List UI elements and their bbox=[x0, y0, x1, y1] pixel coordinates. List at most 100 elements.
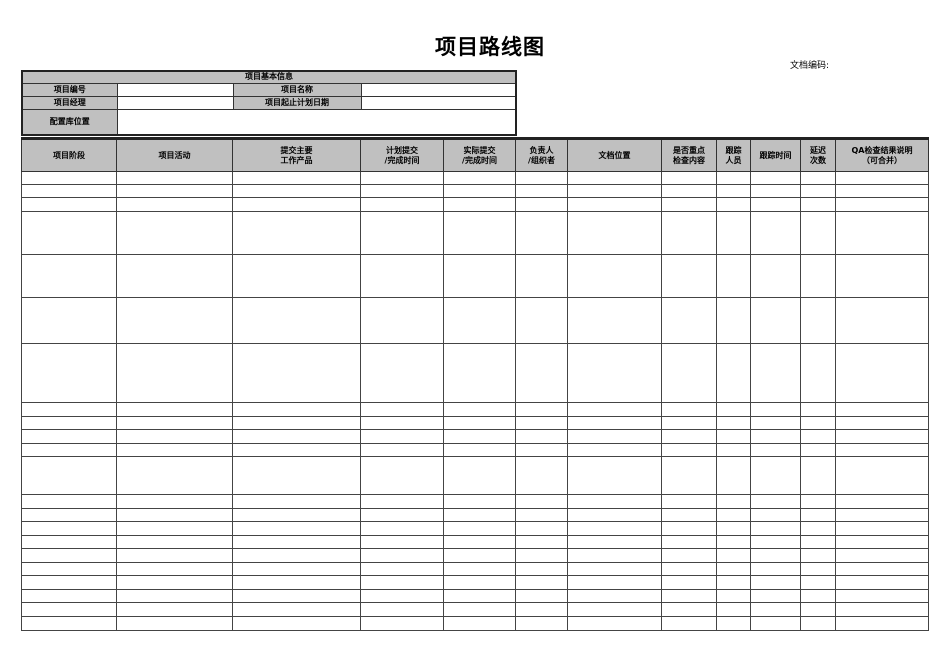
cell-activity[interactable] bbox=[116, 494, 233, 509]
cell-delay-count[interactable] bbox=[800, 254, 836, 298]
cell-tracker[interactable] bbox=[716, 184, 751, 198]
cell-planned-time[interactable] bbox=[360, 171, 444, 185]
cell-track-time[interactable] bbox=[750, 429, 801, 444]
cell-work-product[interactable] bbox=[232, 602, 361, 617]
cell-track-time[interactable] bbox=[750, 575, 801, 590]
cell-qa-result[interactable] bbox=[835, 416, 929, 430]
cell-qa-result[interactable] bbox=[835, 562, 929, 576]
cell-phase[interactable] bbox=[21, 402, 117, 417]
cell-qa-result[interactable] bbox=[835, 616, 929, 631]
cell-work-product[interactable] bbox=[232, 456, 361, 495]
cell-activity[interactable] bbox=[116, 575, 233, 590]
cell-doc-location[interactable] bbox=[567, 343, 662, 403]
cell-track-time[interactable] bbox=[750, 343, 801, 403]
cell-qa-result[interactable] bbox=[835, 297, 929, 344]
cell-doc-location[interactable] bbox=[567, 602, 662, 617]
cell-actual-time[interactable] bbox=[443, 254, 516, 298]
cell-doc-location[interactable] bbox=[567, 197, 662, 212]
cell-delay-count[interactable] bbox=[800, 443, 836, 457]
cell-tracker[interactable] bbox=[716, 343, 751, 403]
cell-key-check[interactable] bbox=[661, 184, 717, 198]
cell-doc-location[interactable] bbox=[567, 589, 662, 603]
cell-work-product[interactable] bbox=[232, 443, 361, 457]
cell-activity[interactable] bbox=[116, 429, 233, 444]
cell-delay-count[interactable] bbox=[800, 416, 836, 430]
cell-phase[interactable] bbox=[21, 602, 117, 617]
cell-phase[interactable] bbox=[21, 197, 117, 212]
cell-phase[interactable] bbox=[21, 456, 117, 495]
cell-delay-count[interactable] bbox=[800, 535, 836, 549]
cell-work-product[interactable] bbox=[232, 343, 361, 403]
cell-phase[interactable] bbox=[21, 171, 117, 185]
project-name-field[interactable] bbox=[360, 82, 517, 97]
cell-phase[interactable] bbox=[21, 429, 117, 444]
cell-owner[interactable] bbox=[515, 562, 568, 576]
cell-activity[interactable] bbox=[116, 402, 233, 417]
cell-tracker[interactable] bbox=[716, 589, 751, 603]
cell-actual-time[interactable] bbox=[443, 521, 516, 536]
cell-planned-time[interactable] bbox=[360, 562, 444, 576]
cell-phase[interactable] bbox=[21, 535, 117, 549]
cell-key-check[interactable] bbox=[661, 616, 717, 631]
cell-actual-time[interactable] bbox=[443, 602, 516, 617]
cell-owner[interactable] bbox=[515, 535, 568, 549]
cell-owner[interactable] bbox=[515, 416, 568, 430]
cell-doc-location[interactable] bbox=[567, 494, 662, 509]
cell-doc-location[interactable] bbox=[567, 254, 662, 298]
cell-tracker[interactable] bbox=[716, 575, 751, 590]
cell-key-check[interactable] bbox=[661, 429, 717, 444]
cell-owner[interactable] bbox=[515, 494, 568, 509]
cell-delay-count[interactable] bbox=[800, 508, 836, 522]
cell-doc-location[interactable] bbox=[567, 535, 662, 549]
cell-phase[interactable] bbox=[21, 443, 117, 457]
cell-track-time[interactable] bbox=[750, 548, 801, 563]
cell-delay-count[interactable] bbox=[800, 402, 836, 417]
cell-track-time[interactable] bbox=[750, 402, 801, 417]
cell-actual-time[interactable] bbox=[443, 184, 516, 198]
cell-activity[interactable] bbox=[116, 171, 233, 185]
cell-track-time[interactable] bbox=[750, 616, 801, 631]
cell-owner[interactable] bbox=[515, 197, 568, 212]
cell-owner[interactable] bbox=[515, 254, 568, 298]
cell-activity[interactable] bbox=[116, 548, 233, 563]
cell-planned-time[interactable] bbox=[360, 443, 444, 457]
cell-work-product[interactable] bbox=[232, 197, 361, 212]
cell-qa-result[interactable] bbox=[835, 589, 929, 603]
cell-activity[interactable] bbox=[116, 456, 233, 495]
cell-track-time[interactable] bbox=[750, 297, 801, 344]
cell-delay-count[interactable] bbox=[800, 211, 836, 255]
cell-activity[interactable] bbox=[116, 184, 233, 198]
cell-doc-location[interactable] bbox=[567, 402, 662, 417]
cell-tracker[interactable] bbox=[716, 402, 751, 417]
cell-track-time[interactable] bbox=[750, 535, 801, 549]
cell-work-product[interactable] bbox=[232, 616, 361, 631]
cell-tracker[interactable] bbox=[716, 602, 751, 617]
cell-actual-time[interactable] bbox=[443, 456, 516, 495]
cell-doc-location[interactable] bbox=[567, 211, 662, 255]
cell-key-check[interactable] bbox=[661, 171, 717, 185]
cell-delay-count[interactable] bbox=[800, 171, 836, 185]
cell-phase[interactable] bbox=[21, 589, 117, 603]
cell-tracker[interactable] bbox=[716, 171, 751, 185]
cell-delay-count[interactable] bbox=[800, 494, 836, 509]
cell-track-time[interactable] bbox=[750, 589, 801, 603]
cell-track-time[interactable] bbox=[750, 211, 801, 255]
cell-phase[interactable] bbox=[21, 184, 117, 198]
cell-planned-time[interactable] bbox=[360, 211, 444, 255]
cell-doc-location[interactable] bbox=[567, 575, 662, 590]
cell-phase[interactable] bbox=[21, 297, 117, 344]
cell-owner[interactable] bbox=[515, 521, 568, 536]
cell-key-check[interactable] bbox=[661, 197, 717, 212]
cell-planned-time[interactable] bbox=[360, 456, 444, 495]
cell-doc-location[interactable] bbox=[567, 429, 662, 444]
cell-owner[interactable] bbox=[515, 616, 568, 631]
cell-key-check[interactable] bbox=[661, 535, 717, 549]
cell-tracker[interactable] bbox=[716, 535, 751, 549]
cell-activity[interactable] bbox=[116, 589, 233, 603]
cell-owner[interactable] bbox=[515, 211, 568, 255]
cell-doc-location[interactable] bbox=[567, 456, 662, 495]
cell-qa-result[interactable] bbox=[835, 443, 929, 457]
cell-key-check[interactable] bbox=[661, 456, 717, 495]
cell-qa-result[interactable] bbox=[835, 197, 929, 212]
cell-work-product[interactable] bbox=[232, 254, 361, 298]
